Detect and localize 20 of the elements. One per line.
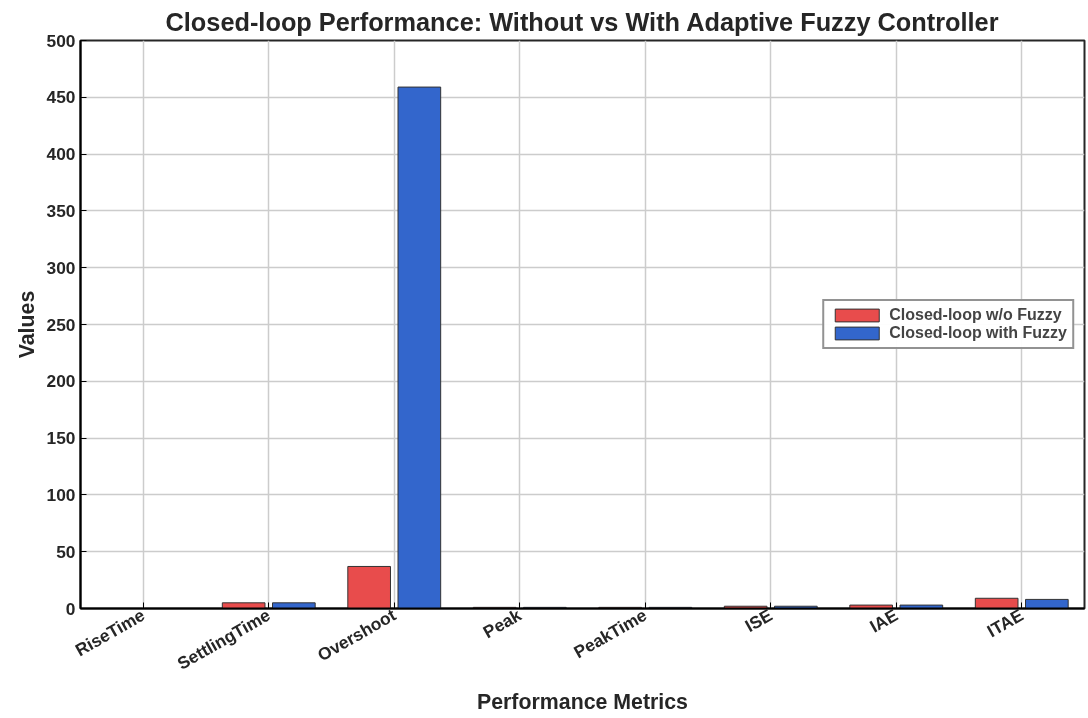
x-axis-title: Performance Metrics [477,690,689,715]
y-tick-label: 100 [46,484,76,505]
x-tick-label: ITAE [983,604,1027,642]
legend-label: Closed-loop with Fuzzy [889,324,1067,342]
chart-title: Closed-loop Performance: Without vs With Adaptive Fuzzy Controller [165,7,999,36]
y-axis-title: Values [14,290,39,359]
y-tick-label: 50 [56,541,76,562]
y-tick-label: 300 [46,257,76,278]
y-tick-label: 250 [46,314,76,335]
y-tick-label: 450 [46,87,76,108]
y-tick-label: 400 [46,144,76,165]
y-tick-label: 350 [46,200,76,221]
x-tick-label: Peak [479,604,526,643]
x-tick-label: IAE [866,604,902,637]
legend-label: Closed-loop w/o Fuzzy [889,306,1062,324]
y-tick-label: 150 [46,428,76,449]
x-tick-label: ISE [741,604,776,637]
y-tick-label: 500 [46,30,76,51]
y-tick-label: 200 [46,371,76,392]
y-tick-label: 0 [65,598,76,619]
